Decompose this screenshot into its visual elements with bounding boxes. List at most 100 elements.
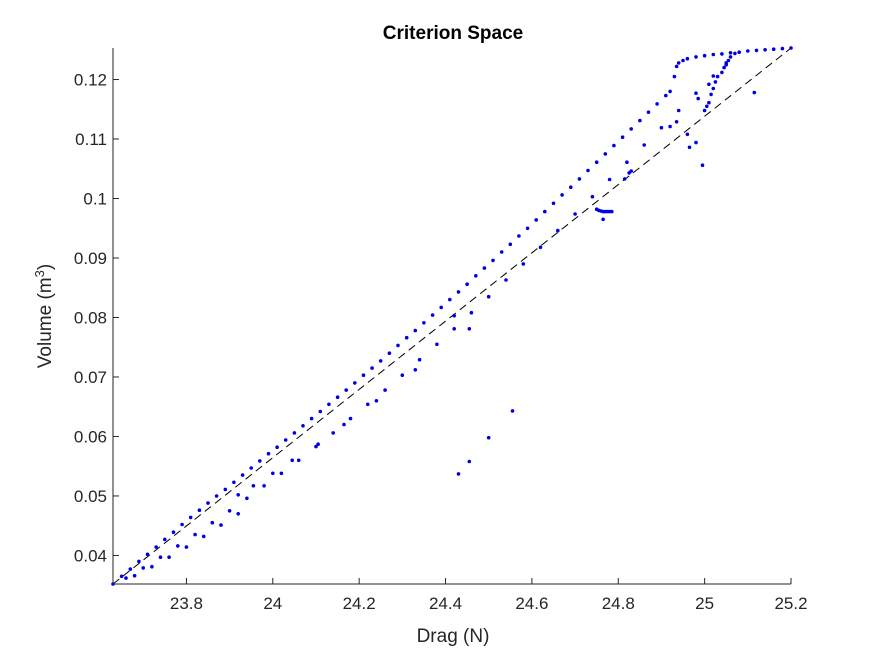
- data-point: [728, 55, 733, 59]
- data-point: [655, 102, 659, 106]
- data-point: [404, 335, 409, 340]
- data-point: [353, 381, 357, 385]
- plot-area: 23.8 24 24.2 24.4 24.6 24.8 25 25.2 0.040.050.0…: [74, 46, 808, 613]
- data-point: [694, 140, 698, 145]
- data-point: [676, 61, 681, 65]
- data-point: [709, 92, 713, 97]
- data-point: [201, 534, 206, 539]
- data-point: [715, 74, 720, 79]
- data-point: [236, 512, 240, 516]
- data-point: [435, 342, 439, 347]
- data-point: [696, 96, 700, 101]
- data-point: [465, 282, 469, 287]
- data-point: [141, 566, 145, 570]
- data-point: [469, 310, 474, 315]
- data-point: [694, 91, 698, 95]
- data-point: [724, 62, 728, 67]
- data-point: [728, 51, 733, 55]
- data-point: [348, 416, 353, 421]
- data-point: [607, 177, 612, 182]
- x-tick-label: 24.2: [343, 594, 376, 613]
- x-tick-label: 24.8: [602, 594, 635, 613]
- data-point: [638, 118, 642, 123]
- data-point: [707, 82, 711, 87]
- y-tick-label: 0.08: [74, 308, 107, 327]
- data-point: [726, 58, 731, 63]
- y-tick-label: 0.09: [74, 249, 107, 268]
- data-point: [707, 100, 711, 105]
- data-point: [594, 160, 599, 164]
- data-point: [569, 185, 573, 189]
- data-point: [467, 459, 472, 464]
- data-point: [413, 368, 418, 372]
- data-point: [646, 110, 651, 114]
- data-point: [124, 576, 128, 580]
- data-point: [439, 305, 444, 310]
- data-point: [361, 373, 366, 378]
- data-point: [128, 567, 133, 571]
- data-point: [193, 532, 197, 537]
- data-point: [486, 294, 491, 299]
- data-point: [452, 313, 457, 318]
- y-axis-title-close: ): [35, 264, 56, 270]
- data-point: [188, 515, 193, 520]
- data-point: [504, 278, 508, 282]
- data-point: [245, 496, 249, 501]
- data-point: [327, 402, 331, 407]
- data-point: [132, 573, 137, 578]
- data-point: [694, 55, 698, 59]
- x-tick-label: 23.8: [170, 594, 203, 613]
- data-point: [685, 132, 690, 137]
- data-point: [137, 559, 141, 564]
- data-point: [301, 424, 305, 428]
- data-point: [737, 50, 741, 54]
- data-point: [262, 484, 266, 488]
- data-point: [521, 262, 526, 266]
- data-point: [601, 217, 605, 222]
- data-point: [525, 226, 530, 231]
- data-point: [240, 473, 245, 477]
- data-point: [290, 458, 295, 463]
- data-point: [467, 327, 472, 331]
- data-point: [612, 143, 616, 148]
- data-point: [180, 522, 184, 527]
- data-point: [622, 177, 627, 181]
- data-point: [705, 104, 709, 109]
- data-point: [271, 471, 275, 476]
- data-point: [720, 70, 724, 75]
- data-point: [227, 509, 232, 513]
- y-tick-label: 0.07: [74, 368, 107, 387]
- data-point: [171, 530, 176, 534]
- data-point: [417, 357, 422, 362]
- data-point: [780, 46, 785, 51]
- data-point: [752, 90, 757, 95]
- data-point: [556, 228, 560, 233]
- x-tick-label: 25.2: [774, 594, 807, 613]
- data-point: [538, 245, 543, 250]
- data-point: [214, 494, 219, 498]
- data-point: [486, 435, 491, 440]
- data-point: [422, 321, 426, 325]
- data-point: [158, 555, 163, 559]
- data-point: [746, 49, 750, 53]
- data-point: [713, 80, 718, 84]
- data-point: [534, 218, 538, 222]
- data-point: [258, 459, 262, 463]
- y-axis-ticks: 0.04 0.05 0.06 0.07 0.08 0.09 0.1 0.11 0.12: [74, 71, 119, 565]
- data-point: [674, 120, 679, 124]
- data-point: [754, 48, 759, 53]
- data-point: [145, 552, 150, 557]
- y-tick-label: 0.12: [74, 71, 107, 90]
- data-point: [413, 328, 418, 333]
- data-point: [508, 242, 513, 247]
- data-point: [491, 258, 495, 263]
- x-axis-title: Drag (N): [417, 626, 490, 647]
- data-point: [676, 108, 681, 113]
- reference-line: [112, 47, 792, 585]
- data-point: [119, 574, 124, 579]
- data-point: [197, 508, 202, 512]
- data-point: [456, 472, 461, 476]
- data-point: [266, 451, 271, 456]
- data-point: [681, 58, 685, 63]
